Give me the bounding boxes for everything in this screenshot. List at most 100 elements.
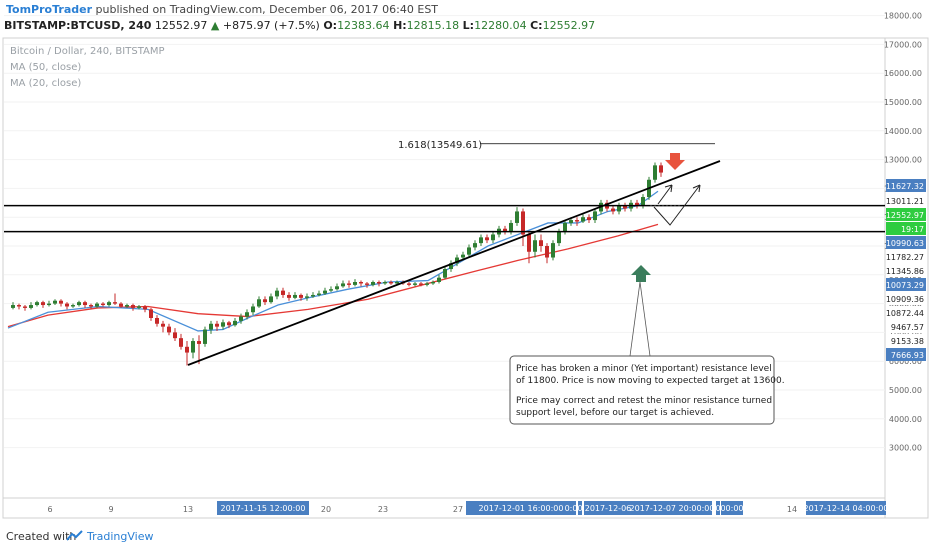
price-tick-label: 13000.00 (884, 156, 922, 165)
time-highlight-label: 0 (715, 504, 720, 513)
candle-body (101, 303, 105, 306)
candle-body (461, 254, 465, 258)
time-highlight-box (721, 501, 743, 515)
time-highlight-label: 2017-12-14 04:00:00 (804, 504, 889, 513)
candle-body (77, 302, 81, 306)
candle-body (323, 290, 327, 294)
candle-body (257, 299, 261, 307)
open-value: 12383.64 (337, 19, 390, 32)
candle-body (653, 165, 657, 180)
candle-body (305, 296, 309, 298)
price-scale-label: 11627.32 (886, 182, 924, 191)
price-scale-label: 10990.63 (886, 239, 924, 248)
price-scale-box (886, 334, 926, 347)
candle-body (245, 312, 249, 317)
price-scale-label: 19:17 (901, 225, 924, 234)
price-tick-label: 6000.00 (889, 357, 922, 366)
open-label: O: (323, 19, 338, 32)
candle-body (53, 300, 57, 304)
last-price: 12552.97 (154, 19, 208, 32)
price-scale-box (886, 264, 926, 277)
price-scale-box (886, 194, 926, 207)
candle-body (617, 205, 621, 212)
price-scale-label: 10872.44 (886, 309, 924, 318)
candle-body (107, 302, 111, 306)
price-scale-box (886, 306, 926, 319)
price-scale-box (886, 208, 926, 221)
candle-body (143, 306, 147, 310)
annotation-line-1: Price has broken a minor (Yet important)… (516, 364, 772, 374)
candle-body (485, 237, 489, 241)
candle-body (221, 322, 225, 327)
annotation-line-4: Price may correct and retest the minor r… (516, 396, 772, 406)
trend-line (187, 160, 721, 366)
candle-body (167, 326, 171, 333)
candle-body (575, 220, 579, 222)
time-highlight-box (716, 501, 720, 515)
time-highlight-box (217, 501, 309, 515)
candle-body (329, 289, 333, 291)
candle-body (293, 294, 297, 298)
price-scale-label: 9467.57 (891, 323, 924, 332)
candle-body (431, 282, 435, 284)
time-highlight-box (584, 501, 632, 515)
price-tick-label: 4000.00 (889, 415, 922, 424)
candle-body (371, 282, 375, 285)
candle-body (47, 303, 51, 306)
candle-body (281, 290, 285, 295)
price-scale-box (886, 250, 926, 263)
candle-body (635, 202, 639, 206)
price-scale-label: 11345.86 (886, 267, 924, 276)
candle-body (377, 282, 381, 284)
candle-body (527, 234, 531, 252)
low-label: L: (462, 19, 475, 32)
candle-body (593, 211, 597, 221)
candle-body (29, 305, 33, 308)
price-scale-label: 12552.97 (886, 211, 924, 220)
callout-connector (629, 281, 651, 357)
candle-body (455, 257, 459, 264)
candle-body (623, 205, 627, 209)
candle-body (89, 305, 93, 307)
price-scale-box (886, 278, 926, 291)
time-tick-label: 23 (378, 505, 388, 514)
candle-body (473, 243, 477, 248)
candle-body (503, 228, 507, 232)
candle-body (443, 269, 447, 278)
price-tick-label: 18000.00 (884, 12, 922, 21)
author-name[interactable]: TomProTrader (6, 3, 93, 16)
candle-body (659, 165, 663, 173)
candle-body (479, 237, 483, 244)
price-scale-box (886, 320, 926, 333)
candle-body (11, 305, 15, 308)
candle-body (137, 306, 141, 308)
close-value: 12552.97 (542, 19, 596, 32)
candle-body (359, 282, 363, 284)
candle-body (509, 222, 513, 232)
annotation-box: Price has broken a minor (Yet important)… (509, 355, 785, 425)
time-tick-label: 20 (321, 505, 331, 514)
candle-body (71, 305, 75, 307)
candle-body (491, 234, 495, 241)
price-chart[interactable]: Bitcoin / Dollar, 240, BITSTAMP MA (50, … (0, 0, 932, 521)
time-highlight-label: 00:00 (720, 504, 743, 513)
candle-body (197, 341, 201, 344)
candle-body (365, 283, 369, 285)
candle-body (275, 290, 279, 297)
candle-body (161, 323, 165, 327)
candle-body (563, 222, 567, 232)
time-highlight-box (578, 501, 582, 515)
price-scale-labels: 11627.32 13011.21 12552.97 19:17 10990.63 117… (886, 179, 926, 361)
price-tick-label: 14000.00 (884, 127, 922, 136)
candle-body (251, 306, 255, 313)
time-tick-label: 6 (47, 505, 52, 514)
chart-header: TomProTrader published on TradingView.co… (0, 0, 932, 36)
candle-body (215, 323, 219, 327)
candle-body (437, 277, 441, 282)
price-scale-label: 13011.21 (886, 197, 924, 206)
tradingview-brand[interactable]: TradingView (87, 530, 154, 543)
candle-body (413, 283, 417, 285)
candle-body (467, 247, 471, 255)
candle-body (35, 302, 39, 306)
candle-body (569, 220, 573, 223)
